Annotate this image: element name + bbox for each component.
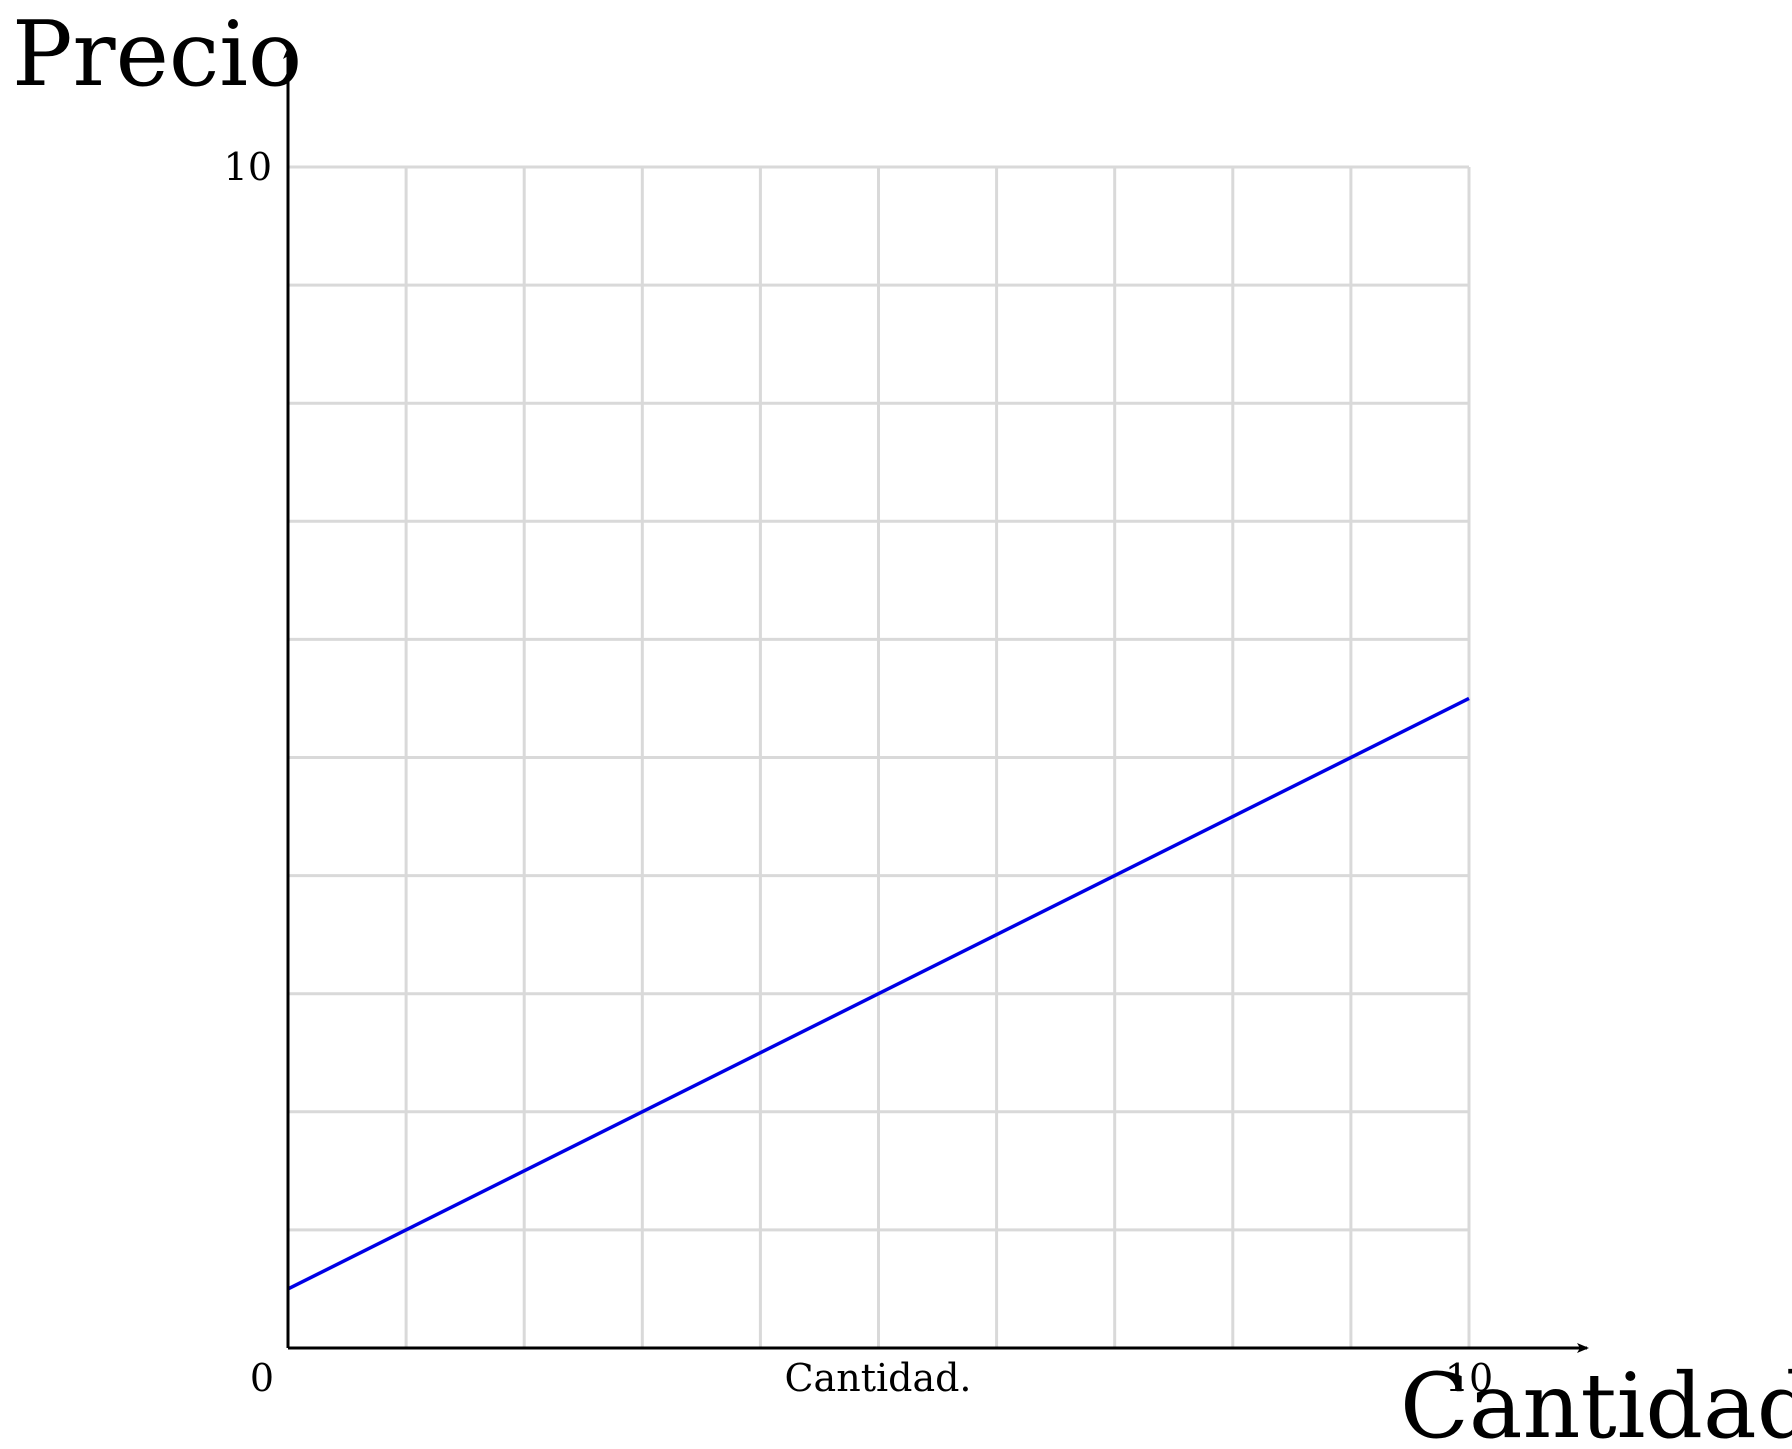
- x-axis-label: Cantidad: [1400, 1354, 1792, 1449]
- y-tick-label-10: 10: [224, 145, 272, 189]
- x-tick-label-10: 10: [1445, 1356, 1493, 1400]
- x-tick-label-0: 0: [250, 1356, 274, 1400]
- series-group: [287, 696, 1470, 1291]
- series-line-0: [287, 696, 1470, 1291]
- grid: [288, 165, 1471, 1348]
- y-axis-label: Precio: [12, 2, 302, 107]
- x-axis-caption: Cantidad.: [784, 1356, 971, 1400]
